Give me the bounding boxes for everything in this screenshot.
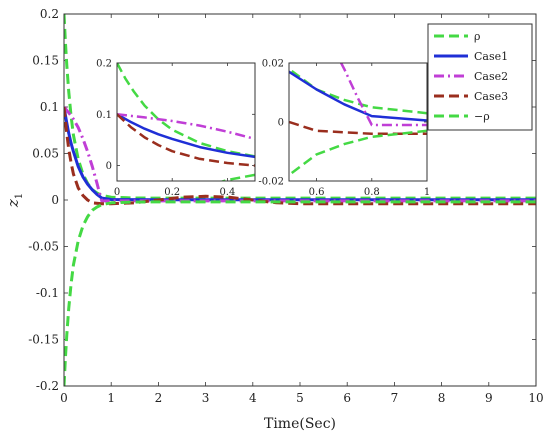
- series-line: [64, 106, 536, 206]
- x-tick-label: 5: [296, 391, 304, 405]
- y-tick-label: -0.2: [36, 379, 59, 393]
- y-tick-label: 0.1: [96, 110, 112, 121]
- series-line: [289, 67, 427, 115]
- y-tick-label: -0.05: [28, 240, 59, 254]
- y-tick-label: 0.2: [96, 59, 112, 70]
- legend-label: Case2: [474, 70, 508, 83]
- legend-label: ρ: [474, 30, 480, 43]
- y-axis-title-main: z: [4, 199, 22, 208]
- legend-label: −ρ: [474, 110, 490, 123]
- y-axis-title-subscript: 1: [14, 193, 25, 199]
- series-line: [64, 106, 536, 202]
- legend-label: Case1: [474, 50, 508, 63]
- series-line: [64, 14, 536, 200]
- series-line: [117, 113, 255, 167]
- series-line: [117, 113, 255, 159]
- inset-zoom-late: 0.6 0.8 1 -0.02 0 0.02: [258, 59, 430, 199]
- x-tick-label: 1: [424, 187, 430, 198]
- series-line: [117, 113, 255, 141]
- x-tick-label: 6: [343, 391, 351, 405]
- y-tick-label: 0.2: [40, 7, 59, 21]
- x-tick-label: 0: [60, 391, 68, 405]
- series-line: [289, 120, 427, 136]
- y-tick-label: -0.15: [28, 333, 59, 347]
- x-tick-label: 0.8: [364, 187, 380, 198]
- legend-label: Case3: [474, 90, 508, 103]
- y-tick-label: -0.1: [36, 286, 59, 300]
- y-tick-label: 0: [51, 193, 59, 207]
- x-tick-label: 8: [438, 391, 446, 405]
- plot-area: [289, 63, 427, 181]
- series-line: [64, 200, 536, 386]
- y-tick-label: 0.05: [32, 147, 59, 161]
- y-tick-label: 0.1: [40, 100, 59, 114]
- inset-frame: [116, 62, 256, 182]
- x-tick-label: 1: [107, 391, 115, 405]
- x-tick-label: 9: [485, 391, 493, 405]
- x-tick-label: 7: [391, 391, 399, 405]
- x-tick-label: 0: [114, 187, 120, 198]
- legend: ρ Case1 Case2 Case3 −ρ: [427, 23, 533, 131]
- plot-area: [117, 63, 255, 181]
- y-tick-label: 0: [106, 161, 112, 172]
- x-tick-label: 4: [249, 391, 257, 405]
- x-tick-label: 0.2: [164, 187, 180, 198]
- y-axis-title: z1: [4, 193, 25, 208]
- series-line: [289, 129, 427, 177]
- y-tick-label: 0: [278, 118, 284, 129]
- legend-box: [427, 23, 533, 131]
- y-tick-label: -0.02: [258, 177, 284, 188]
- inset-zoom-early: 0 0.2 0.4 0 0.1 0.2: [96, 59, 256, 198]
- y-tick-label: 0.02: [262, 59, 284, 70]
- x-tick-label: 10: [528, 391, 543, 405]
- x-tick-label: 0.6: [309, 187, 325, 198]
- plot-frame: [63, 13, 537, 387]
- series-line: [289, 70, 427, 122]
- series-line: [64, 106, 536, 203]
- x-tick-label: 2: [155, 391, 163, 405]
- x-tick-label: 3: [202, 391, 210, 405]
- x-axis-title: Time(Sec): [264, 416, 336, 432]
- inset-frame: [288, 62, 428, 182]
- series-line: [117, 63, 255, 158]
- y-tick-label: 0.15: [32, 54, 59, 68]
- x-tick-label: 0.4: [219, 187, 235, 198]
